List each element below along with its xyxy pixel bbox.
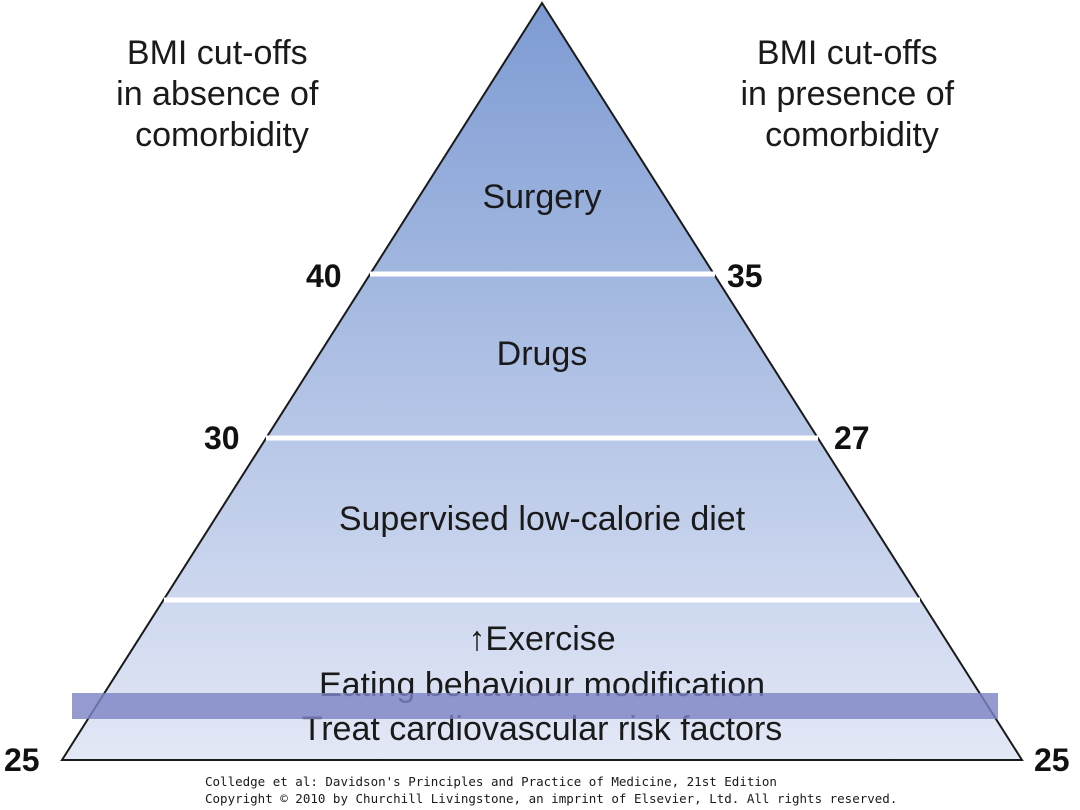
tier-base-line: ↑Exercise [468,620,615,658]
cutoff-right-35: 35 [727,258,763,294]
cutoff-left-30: 30 [204,420,240,456]
cutoff-left-25: 25 [4,742,40,778]
left-heading-line: BMI cut-offs [127,34,308,72]
cutoff-right-25: 25 [1034,742,1070,778]
tier-surgery-label: Surgery [482,178,601,216]
credit-citation: Colledge et al: Davidson's Principles an… [205,774,777,789]
cutoff-left-40: 40 [306,258,342,294]
tier-diet-label: Supervised low-calorie diet [339,500,746,538]
right-heading: BMI cut-offs in presence of comorbidity [740,34,963,154]
left-heading-line: in absence of [116,75,319,113]
tier-drugs-label: Drugs [497,335,588,373]
right-heading-line: BMI cut-offs [757,34,938,72]
highlight-band [72,693,998,719]
cutoff-right-27: 27 [834,420,870,456]
left-heading-line: comorbidity [135,116,309,154]
right-heading-line: in presence of [740,75,954,113]
pyramid-shape [60,1,1024,761]
right-heading-line: comorbidity [765,116,939,154]
left-heading: BMI cut-offs in absence of comorbidity [116,34,328,154]
credit-copyright: Copyright © 2010 by Churchill Livingston… [205,791,898,806]
